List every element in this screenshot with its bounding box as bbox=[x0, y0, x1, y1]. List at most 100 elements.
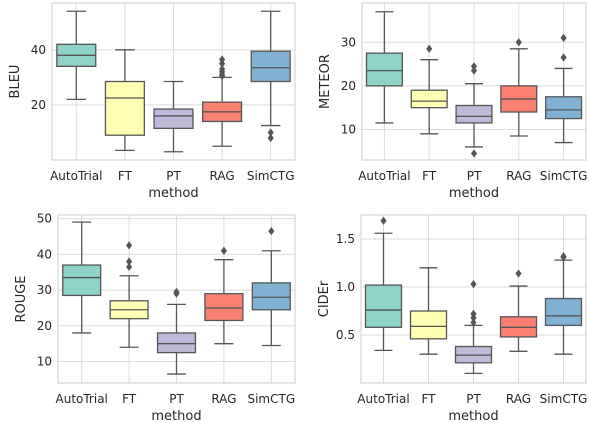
outlier-point bbox=[173, 287, 180, 296]
box-iqr bbox=[104, 80, 145, 136]
axes-frame bbox=[57, 214, 296, 384]
subplot-bleu: 20 40 AutoTrial FT PT RAG SimCTG method BLEU bbox=[8, 2, 296, 201]
y-tick-label: 20 bbox=[37, 319, 52, 333]
box-simctg bbox=[250, 10, 291, 143]
y-tick-label: 0.5 bbox=[336, 328, 355, 342]
x-axis-label: method bbox=[151, 409, 201, 423]
box-iqr bbox=[545, 96, 583, 120]
box-iqr bbox=[409, 310, 448, 340]
box-pt bbox=[455, 62, 493, 158]
x-tick-label: SimCTG bbox=[247, 169, 295, 183]
box-ft bbox=[410, 44, 448, 135]
x-tick-label: AutoTrial bbox=[50, 169, 102, 183]
x-tick-label: FT bbox=[118, 169, 133, 183]
y-tick-label: 50 bbox=[37, 212, 52, 226]
outlier-point bbox=[267, 133, 274, 143]
x-tick-label: AutoTrial bbox=[357, 392, 409, 406]
box-simctg bbox=[251, 226, 291, 347]
subplot-meteor: 10 20 30 AutoTrial FT PT RAG SimCTG method METEOR bbox=[318, 2, 588, 201]
y-axis-label: BLEU bbox=[8, 65, 23, 99]
y-tick-label: 30 bbox=[341, 35, 356, 49]
y-tick-label: 30 bbox=[37, 283, 52, 297]
x-tick-label: RAG bbox=[210, 169, 235, 183]
outlier-point bbox=[220, 246, 227, 255]
y-axis-label: CIDEr bbox=[317, 280, 332, 317]
outlier-point bbox=[515, 269, 522, 278]
y-axis-label: ROUGE bbox=[14, 275, 29, 322]
box-iqr bbox=[156, 332, 197, 354]
box-iqr bbox=[365, 52, 403, 87]
outlier-point bbox=[426, 44, 433, 53]
y-axis-label: METEOR bbox=[318, 54, 333, 109]
x-tick-label: PT bbox=[467, 169, 482, 183]
box-autotrial bbox=[365, 11, 403, 124]
box-iqr bbox=[410, 89, 448, 109]
x-tick-label: FT bbox=[122, 392, 137, 406]
box-simctg bbox=[545, 33, 583, 144]
box-rag bbox=[500, 38, 538, 137]
x-tick-label: RAG bbox=[211, 392, 236, 406]
outlier-point bbox=[380, 216, 387, 225]
axes-frame bbox=[361, 2, 587, 161]
box-iqr bbox=[544, 297, 583, 327]
outlier-point bbox=[219, 65, 226, 74]
y-tick-label: 10 bbox=[37, 355, 52, 369]
x-tick-label: PT bbox=[169, 392, 184, 406]
outlier-point bbox=[470, 280, 477, 289]
x-tick-label: AutoTrial bbox=[358, 169, 410, 183]
outlier-point bbox=[470, 318, 477, 327]
box-iqr bbox=[364, 284, 403, 328]
outlier-point bbox=[126, 262, 133, 271]
x-tick-label: SimCTG bbox=[247, 392, 295, 406]
x-tick-label: SimCTG bbox=[540, 169, 588, 183]
x-tick-label: PT bbox=[466, 392, 481, 406]
x-tick-label: PT bbox=[166, 169, 181, 183]
outlier-point bbox=[470, 309, 477, 318]
x-axis-label: method bbox=[448, 409, 498, 423]
x-tick-label: RAG bbox=[506, 392, 531, 406]
axes-frame bbox=[360, 214, 587, 384]
subplot-rouge: 10 20 30 40 50 AutoTrial FT PT RAG SimCTG method RO… bbox=[14, 212, 296, 423]
outlier-point bbox=[560, 53, 567, 62]
axes-frame bbox=[51, 2, 296, 161]
x-tick-label: FT bbox=[421, 392, 436, 406]
box-pt bbox=[156, 287, 197, 375]
box-iqr bbox=[204, 292, 244, 322]
box-iqr bbox=[251, 282, 291, 311]
box-autotrial bbox=[56, 10, 97, 101]
outlier-point bbox=[267, 128, 274, 137]
box-ft bbox=[109, 241, 149, 348]
box-autotrial bbox=[62, 221, 102, 334]
box-iqr bbox=[250, 50, 291, 83]
outlier-point bbox=[219, 55, 226, 64]
outlier-point bbox=[126, 241, 133, 250]
y-tick-label: 1.5 bbox=[336, 232, 355, 246]
box-iqr bbox=[455, 104, 493, 124]
box-iqr bbox=[62, 264, 102, 297]
y-tick-label: 40 bbox=[31, 43, 46, 57]
x-axis-label: method bbox=[148, 186, 198, 201]
outlier-point bbox=[515, 38, 522, 47]
box-ft bbox=[104, 49, 145, 152]
x-axis-label: method bbox=[449, 186, 499, 201]
outlier-point bbox=[470, 66, 478, 75]
box-autotrial bbox=[364, 216, 403, 352]
y-tick-label: 20 bbox=[31, 98, 46, 112]
y-tick-label: 20 bbox=[341, 79, 356, 93]
x-tick-label: SimCTG bbox=[540, 392, 588, 406]
box-rag bbox=[499, 269, 538, 352]
x-tick-label: FT bbox=[422, 169, 437, 183]
box-ft bbox=[409, 267, 448, 355]
outlier-point bbox=[126, 257, 133, 266]
box-pt bbox=[454, 280, 493, 375]
box-rag bbox=[202, 55, 243, 147]
outlier-point bbox=[219, 59, 226, 68]
box-simctg bbox=[544, 252, 583, 355]
outlier-point bbox=[470, 62, 478, 71]
box-iqr bbox=[153, 108, 194, 129]
box-rag bbox=[204, 246, 244, 345]
outlier-point bbox=[470, 149, 478, 158]
outlier-point bbox=[560, 33, 567, 42]
outlier-point bbox=[560, 252, 567, 261]
